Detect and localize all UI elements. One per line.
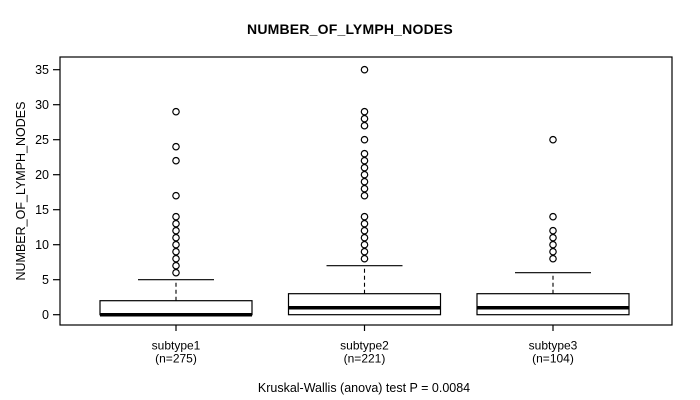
outlier-point xyxy=(360,240,369,249)
outlier-point xyxy=(549,254,557,263)
outlier-point xyxy=(360,114,369,123)
outlier-point xyxy=(360,177,369,186)
outlier-point xyxy=(360,107,369,116)
outlier-point xyxy=(360,247,369,256)
x-axis-category-label: subtype2 xyxy=(340,339,389,353)
x-axis-category-sublabel: (n=275) xyxy=(155,352,197,366)
iqr-box-subtype2 xyxy=(287,293,442,316)
outlier-point xyxy=(360,135,369,144)
outlier-point xyxy=(360,163,369,172)
iqr-box-subtype1 xyxy=(99,300,253,316)
outlier-point xyxy=(360,121,369,130)
x-axis-category-sublabel: (n=221) xyxy=(344,352,386,366)
y-axis-tick-label: 10 xyxy=(35,238,49,252)
outlier-point xyxy=(172,261,180,270)
outlier-point xyxy=(549,240,557,249)
outlier-point xyxy=(172,240,180,249)
plot-frame xyxy=(59,56,673,326)
y-axis-tick-label: 35 xyxy=(35,63,49,77)
outlier-point xyxy=(360,212,369,221)
outlier-point xyxy=(172,226,180,235)
outlier-point xyxy=(360,149,369,158)
outlier-point xyxy=(360,156,369,165)
outlier-point xyxy=(172,233,180,242)
outlier-point xyxy=(360,184,369,193)
y-axis-tick-label: 30 xyxy=(35,98,49,112)
outlier-point xyxy=(360,191,369,200)
outlier-point xyxy=(549,233,557,242)
x-axis-category-label: subtype3 xyxy=(529,339,578,353)
outlier-point xyxy=(172,107,180,116)
outlier-point xyxy=(172,212,180,221)
outlier-point xyxy=(549,247,557,256)
outlier-point xyxy=(172,156,180,165)
outlier-point xyxy=(549,135,557,144)
outlier-point xyxy=(172,142,180,151)
stat-test-caption: Kruskal-Wallis (anova) test P = 0.0084 xyxy=(257,381,471,395)
outlier-point xyxy=(360,254,369,263)
outlier-point xyxy=(172,247,180,256)
x-axis-category-label: subtype1 xyxy=(152,339,201,353)
y-axis-tick-label: 5 xyxy=(42,273,49,287)
outlier-point xyxy=(172,254,180,263)
y-axis-tick-label: 15 xyxy=(35,203,49,217)
outlier-point xyxy=(360,233,369,242)
outlier-point xyxy=(172,191,180,200)
outlier-point xyxy=(360,226,369,235)
outlier-point xyxy=(360,65,369,74)
outlier-point xyxy=(549,226,557,235)
outlier-point xyxy=(360,170,369,179)
iqr-box-subtype3 xyxy=(476,293,630,316)
x-axis-category-sublabel: (n=104) xyxy=(532,352,574,366)
chart-title: NUMBER_OF_LYMPH_NODES xyxy=(247,21,453,37)
outlier-point xyxy=(549,212,557,221)
y-axis-tick-label: 20 xyxy=(35,168,49,182)
outlier-point xyxy=(172,268,180,277)
outlier-point xyxy=(360,219,369,228)
outlier-point xyxy=(172,219,180,228)
y-axis-tick-label: 0 xyxy=(42,308,49,322)
y-axis-tick-label: 25 xyxy=(35,133,49,147)
